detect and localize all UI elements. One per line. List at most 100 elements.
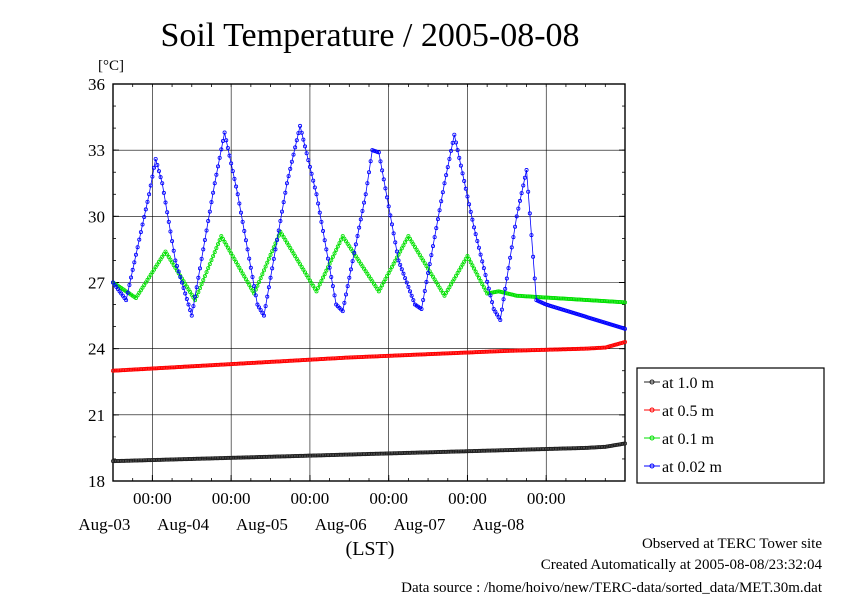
series-marker-3 [273,247,278,252]
series-marker-3 [422,289,427,294]
legend-label: at 0.02 m [662,459,723,476]
x-tick-label: 00:00 [527,489,566,508]
series-marker-3 [463,186,468,191]
series-marker-3 [174,263,179,268]
series-marker-3 [472,225,477,230]
series-marker-3 [222,130,227,135]
series-marker-2 [458,265,463,270]
series-marker-3 [155,163,160,168]
series-marker-3 [476,245,481,250]
series-marker-2 [220,237,225,242]
series-marker-3 [132,260,137,265]
series-marker-2 [383,277,388,282]
series-marker-3 [270,266,275,271]
series-marker-3 [344,292,349,297]
series-marker-3 [391,231,396,236]
series-marker-0 [621,441,626,446]
series-marker-3 [427,262,432,267]
series-marker-2 [202,274,207,279]
series-marker-3 [347,275,352,280]
series-marker-2 [467,257,472,262]
series-marker-2 [460,262,465,267]
series-marker-2 [327,261,332,266]
series-marker-3 [503,286,508,291]
series-marker-3 [237,201,242,206]
series-marker-2 [234,259,239,264]
series-marker-2 [268,252,273,257]
series-marker-3 [321,229,326,234]
series-marker-3 [499,307,504,312]
series-marker-3 [401,271,406,276]
series-marker-3 [437,208,442,213]
series-marker-3 [302,144,307,149]
series-marker-2 [472,266,477,271]
series-marker-3 [142,214,147,219]
series-marker-3 [288,166,293,171]
series-marker-2 [621,300,626,305]
series-marker-3 [386,204,391,209]
series-marker-3 [514,214,519,219]
x-date-label: Aug-04 [157,515,209,534]
series-marker-3 [486,286,491,291]
series-marker-3 [324,247,329,252]
series-marker-3 [504,276,509,281]
series-marker-2 [401,243,406,248]
series-marker-3 [158,175,163,180]
series-marker-3 [442,181,447,186]
series-marker-3 [426,271,431,276]
series-marker-3 [212,181,217,186]
series-marker-3 [193,294,198,299]
series-line-2 [112,230,626,303]
series-marker-3 [508,255,513,260]
series-marker-3 [178,274,183,279]
series-marker-3 [360,208,365,213]
series-marker-3 [496,315,501,320]
series-marker-2 [247,282,252,287]
series-marker-3 [137,237,142,242]
series-marker-3 [396,258,401,263]
series-marker-3 [408,289,413,294]
series-marker-3 [227,153,232,158]
series-marker-3 [152,165,157,170]
series-marker-3 [516,206,521,211]
series-marker-2 [225,245,230,250]
series-marker-3 [280,209,285,214]
series-marker-3 [419,306,424,311]
series-marker-2 [217,238,222,243]
series-marker-3 [399,267,404,272]
series-marker-3 [183,291,188,296]
series-marker-2 [447,285,452,290]
series-marker-3 [204,228,209,233]
series-marker-3 [197,266,202,271]
series-marker-3 [289,159,294,164]
series-marker-3 [381,177,386,182]
series-marker-3 [173,258,178,263]
series-marker-2 [378,286,383,291]
series-marker-2 [391,261,396,266]
x-tick-label: 00:00 [369,489,408,508]
series-marker-3 [143,207,148,212]
series-marker-3 [357,225,362,230]
series-marker-3 [394,249,399,254]
series-marker-2 [468,260,473,265]
y-tick-label: 24 [88,340,106,359]
x-tick-label: 00:00 [212,489,251,508]
series-marker-2 [230,254,235,259]
series-marker-2 [238,268,243,273]
series-marker-3 [483,272,488,277]
series-marker-3 [242,229,247,234]
series-marker-3 [314,192,319,197]
series-marker-3 [327,265,332,270]
series-marker-3 [276,228,281,233]
series-marker-3 [490,300,495,305]
series-marker-2 [442,293,447,298]
series-marker-3 [188,308,193,313]
series-marker-3 [411,298,416,303]
series-marker-3 [209,200,214,205]
series-marker-3 [298,123,303,128]
series-marker-3 [294,138,299,143]
series-marker-3 [385,195,390,200]
legend-marker [649,379,655,385]
series-marker-3 [291,152,296,157]
